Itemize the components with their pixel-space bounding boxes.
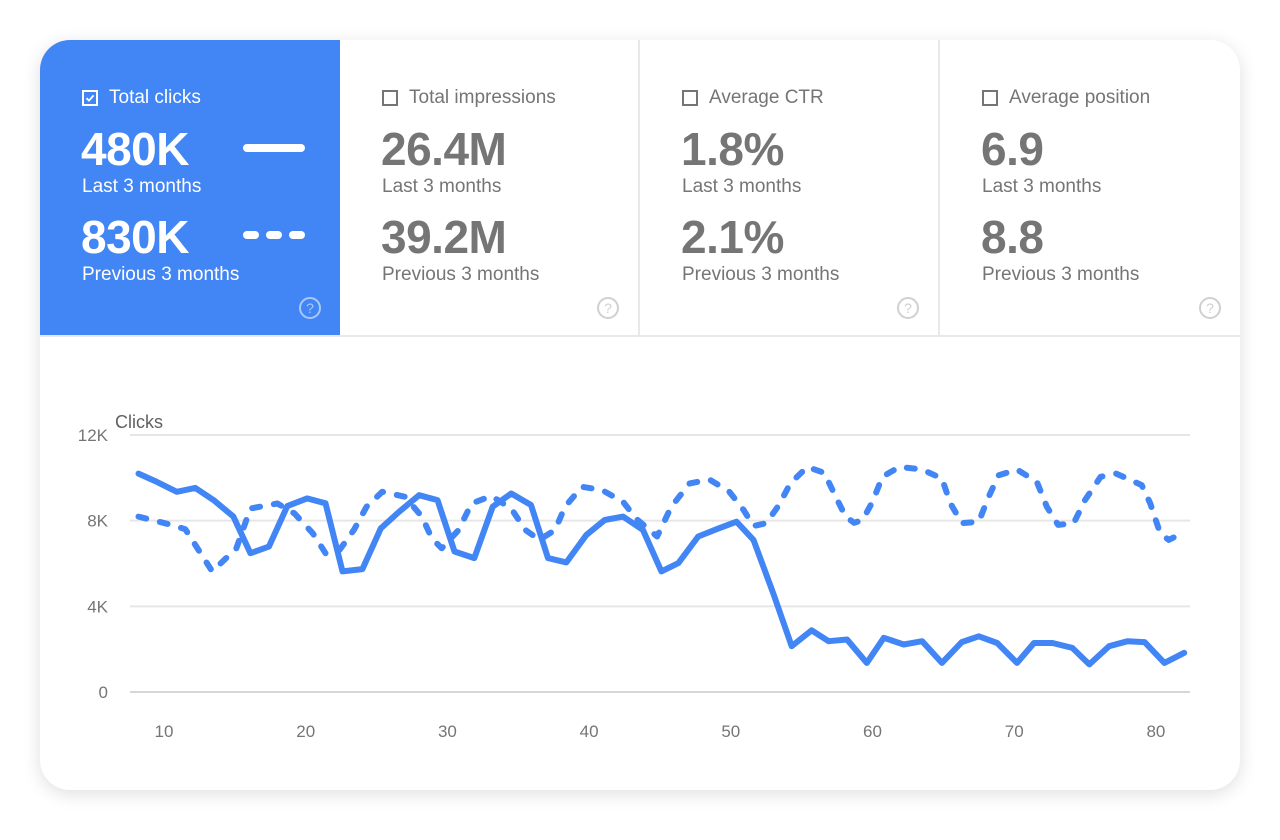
metric-header: Average CTR [682, 87, 824, 109]
x-tick-label: 50 [721, 722, 740, 741]
x-tick-label: 30 [438, 722, 457, 741]
metric-tile-average-ctr[interactable]: Average CTR 1.8% Last 3 months 2.1% Prev… [640, 40, 940, 335]
metric-header: Average position [982, 87, 1150, 109]
metric-label: Average position [1009, 87, 1151, 108]
legend-dashed-line [243, 231, 305, 239]
previous-period-label: Previous 3 months [82, 264, 240, 285]
metric-header: Total impressions [382, 87, 556, 109]
current-value: 26.4M [381, 123, 507, 175]
help-icon[interactable]: ? [596, 296, 620, 320]
previous-period-line [135, 463, 1182, 575]
performance-card: Total clicks 480K Last 3 months 830K Pre… [40, 40, 1240, 790]
x-tick-label: 40 [580, 722, 599, 741]
y-tick-label: 8K [87, 512, 108, 531]
checkbox-checked-icon[interactable] [82, 90, 98, 106]
metric-tile-average-position[interactable]: Average position 6.9 Last 3 months 8.8 P… [940, 40, 1240, 335]
y-axis-label: Clicks [115, 412, 163, 432]
legend-solid-line [243, 144, 305, 152]
metric-tile-total-impressions[interactable]: Total impressions 26.4M Last 3 months 39… [340, 40, 640, 335]
previous-value: 830K [81, 211, 189, 263]
help-icon[interactable]: ? [298, 296, 322, 320]
previous-period-label: Previous 3 months [982, 264, 1140, 285]
x-tick-label: 60 [863, 722, 882, 741]
clicks-line-chart: 0 4K 8K 12K 10 20 30 40 50 60 70 80 [78, 426, 1190, 741]
previous-value: 39.2M [381, 211, 507, 263]
current-value: 480K [81, 123, 189, 175]
y-tick-label: 4K [87, 597, 108, 616]
checkbox-icon[interactable] [982, 90, 998, 106]
current-period-label: Last 3 months [82, 176, 202, 197]
x-tick-label: 80 [1146, 722, 1165, 741]
metric-label: Total clicks [109, 87, 201, 108]
previous-period-label: Previous 3 months [682, 264, 840, 285]
current-period-label: Last 3 months [382, 176, 502, 197]
y-tick-label: 12K [78, 426, 109, 445]
current-period-label: Last 3 months [682, 176, 802, 197]
x-tick-label: 20 [296, 722, 315, 741]
svg-text:?: ? [604, 300, 612, 316]
metric-tiles: Total clicks 480K Last 3 months 830K Pre… [40, 40, 1240, 337]
current-period-label: Last 3 months [982, 176, 1102, 197]
previous-value: 2.1% [681, 211, 784, 263]
svg-text:?: ? [904, 300, 912, 316]
x-tick-label: 10 [155, 722, 174, 741]
x-tick-label: 70 [1005, 722, 1024, 741]
metric-tile-total-clicks[interactable]: Total clicks 480K Last 3 months 830K Pre… [40, 40, 340, 335]
current-value: 6.9 [981, 123, 1044, 175]
checkbox-icon[interactable] [682, 90, 698, 106]
help-icon[interactable]: ? [896, 296, 920, 320]
help-icon[interactable]: ? [1198, 296, 1222, 320]
current-value: 1.8% [681, 123, 784, 175]
svg-text:?: ? [306, 300, 314, 316]
metric-header: Total clicks [82, 87, 201, 109]
previous-period-label: Previous 3 months [382, 264, 540, 285]
y-tick-label: 0 [99, 683, 108, 702]
current-period-line [135, 470, 1188, 668]
previous-value: 8.8 [981, 211, 1044, 263]
svg-text:?: ? [1206, 300, 1214, 316]
metric-label: Average CTR [709, 87, 824, 108]
metric-label: Total impressions [409, 87, 556, 108]
checkbox-icon[interactable] [382, 90, 398, 106]
